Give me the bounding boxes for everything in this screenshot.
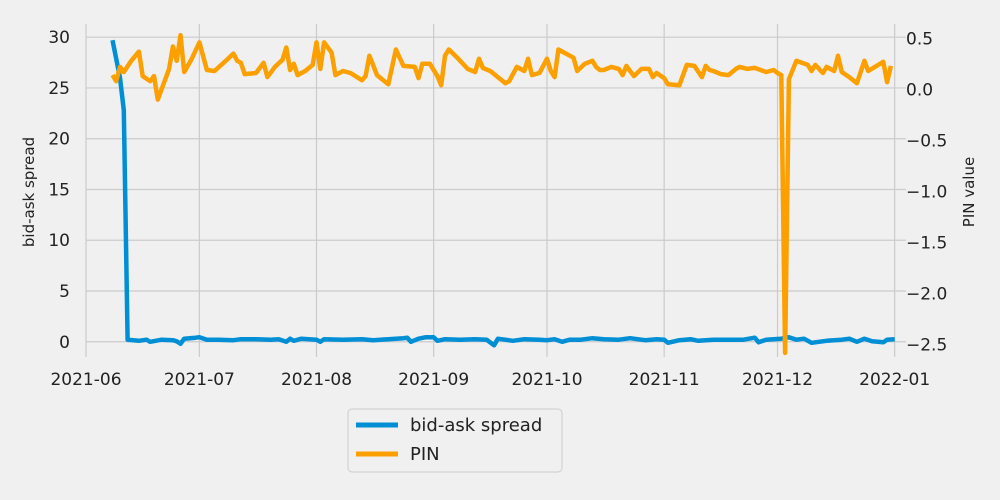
x-tick-label: 2022-01 bbox=[859, 370, 930, 390]
x-tick-label: 2021-11 bbox=[629, 370, 700, 390]
x-tick-label: 2021-10 bbox=[511, 370, 582, 390]
left-y-tick-label: 5 bbox=[59, 282, 70, 302]
legend-frame bbox=[347, 408, 563, 473]
right-y-tick-label: −1.0 bbox=[906, 183, 947, 203]
left-y-tick-label: 10 bbox=[48, 231, 70, 251]
left-y-tick-label: 0 bbox=[59, 333, 70, 353]
left-y-tick-label: 20 bbox=[48, 130, 70, 150]
legend-label-bid-ask-spread: bid-ask spread bbox=[410, 415, 542, 436]
right-y-tick-label: −1.5 bbox=[906, 234, 947, 254]
right-y-tick-label: 0.0 bbox=[906, 80, 933, 100]
series-line-pin bbox=[110, 32, 894, 356]
series-lines bbox=[110, 32, 895, 356]
legend-label-pin: PIN bbox=[410, 444, 440, 465]
x-tick-label: 2021-06 bbox=[50, 370, 121, 390]
left-y-tick-label: 30 bbox=[48, 28, 70, 48]
series-line-bid-ask-spread bbox=[110, 39, 895, 348]
right-y-tick-label: −0.5 bbox=[906, 131, 947, 151]
left-axis-label: bid-ask spread bbox=[20, 137, 38, 247]
x-tick-label: 2021-08 bbox=[281, 370, 352, 390]
legend: bid-ask spread PIN bbox=[347, 408, 563, 473]
right-y-tick-label: −2.5 bbox=[906, 336, 947, 356]
left-y-tick-label: 25 bbox=[48, 79, 70, 99]
x-tick-label: 2021-12 bbox=[742, 370, 813, 390]
tick-labels: 2021-06 2021-07 2021-08 2021-09 2021-10 2021-… bbox=[48, 28, 947, 390]
x-tick-label: 2021-09 bbox=[398, 370, 469, 390]
right-axis-label: PIN value bbox=[960, 157, 978, 227]
x-tick-label: 2021-07 bbox=[164, 370, 235, 390]
left-y-tick-label: 15 bbox=[48, 180, 70, 200]
right-y-tick-label: 0.5 bbox=[906, 29, 933, 49]
right-y-tick-label: −2.0 bbox=[906, 285, 947, 305]
